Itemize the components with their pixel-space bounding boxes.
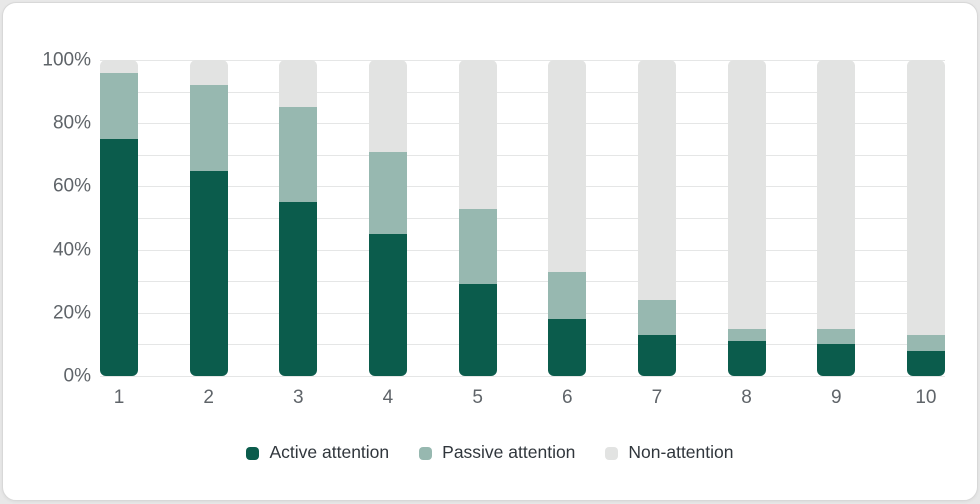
x-tick-label-5: 5 [472,387,483,408]
y-tick-label-60: 60% [52,175,91,197]
x-axis: 1 2 3 4 5 6 7 8 9 10 [100,386,945,410]
segment-active-attention-10 [906,350,945,376]
bar-3 [279,60,318,376]
segment-passive-attention-8 [727,328,766,342]
segment-passive-attention-4 [368,151,407,234]
gridline-30 [100,281,945,283]
bar-8 [727,60,766,376]
segment-active-attention-7 [637,334,676,376]
segment-active-attention-5 [458,284,497,376]
segment-passive-attention-5 [458,208,497,285]
gridline-70 [100,154,945,156]
segment-non-attention-2 [189,60,228,86]
bar-1 [100,60,138,376]
segment-passive-attention-1 [100,72,138,139]
x-tick-label-10: 10 [915,387,937,408]
segment-active-attention-6 [548,319,587,376]
gridline-60 [100,186,945,188]
x-tick-label-1: 1 [113,387,125,408]
bar-2 [189,60,228,376]
gridline-80 [100,123,945,125]
segment-non-attention-7 [637,60,676,301]
bar-7 [637,60,676,376]
legend-label: Passive attention [442,442,576,463]
y-tick-label-80: 80% [52,112,91,134]
y-tick-label-100: 100% [42,49,91,71]
legend-item-passive-attention: Passive attention [419,444,575,462]
legend-item-non-attention: Non-attention [605,442,734,463]
legend-label: Active attention [269,442,390,463]
gridline-100 [100,60,945,61]
y-axis: 0% 20% 40% 60% 80% 100% [3,51,91,386]
y-tick-label-40: 40% [52,239,91,261]
segment-active-attention-8 [727,341,766,376]
segment-passive-attention-7 [637,300,676,335]
segment-active-attention-9 [817,344,856,376]
legend: Active attention Passive attention Non-att… [3,439,977,467]
x-tick-label-3: 3 [293,387,304,408]
bar-6 [548,60,587,376]
stacked-bar-chart: 0% 20% 40% 60% 80% 100% 1 2 3 4 5 6 7 8 9 10 [3,3,977,500]
segment-non-attention-1 [100,60,138,73]
x-tick-label-8: 8 [741,387,752,408]
legend-swatch-icon [246,446,260,460]
gridline-40 [100,249,945,251]
segment-active-attention-1 [100,138,138,376]
segment-active-attention-3 [279,202,318,376]
x-tick-label-4: 4 [382,387,394,408]
bar-5 [458,60,497,376]
x-tick-label-9: 9 [830,387,842,408]
segment-non-attention-5 [458,60,497,209]
bar-10 [906,60,945,376]
segment-passive-attention-6 [548,271,587,320]
segment-non-attention-6 [548,60,587,272]
segment-active-attention-4 [368,233,407,376]
plot-area [100,60,945,377]
segment-passive-attention-3 [279,107,318,203]
y-tick-label-20: 20% [52,302,91,324]
bar-4 [368,60,407,376]
segment-non-attention-10 [906,60,945,335]
segment-passive-attention-10 [906,334,945,351]
segment-passive-attention-9 [817,328,856,345]
gridline-10 [100,344,945,346]
legend-swatch-icon [605,446,619,460]
segment-non-attention-9 [817,60,856,329]
gridline-90 [100,91,945,93]
segment-non-attention-3 [279,60,318,108]
bar-9 [817,60,856,376]
y-tick-label-0: 0% [63,365,91,387]
legend-swatch-icon [419,446,433,460]
segment-non-attention-4 [368,60,407,152]
gridline-0 [100,376,945,377]
segment-passive-attention-2 [189,85,228,171]
gridline-20 [100,312,945,314]
segment-active-attention-2 [189,170,228,376]
x-tick-label-6: 6 [561,387,573,408]
legend-label: Non-attention [628,442,734,463]
gridline-50 [100,218,945,219]
legend-item-active-attention: Active attention [246,444,389,462]
x-tick-label-2: 2 [203,387,214,408]
bars-container [100,60,945,376]
x-tick-label-7: 7 [651,387,663,408]
segment-non-attention-8 [727,60,766,329]
